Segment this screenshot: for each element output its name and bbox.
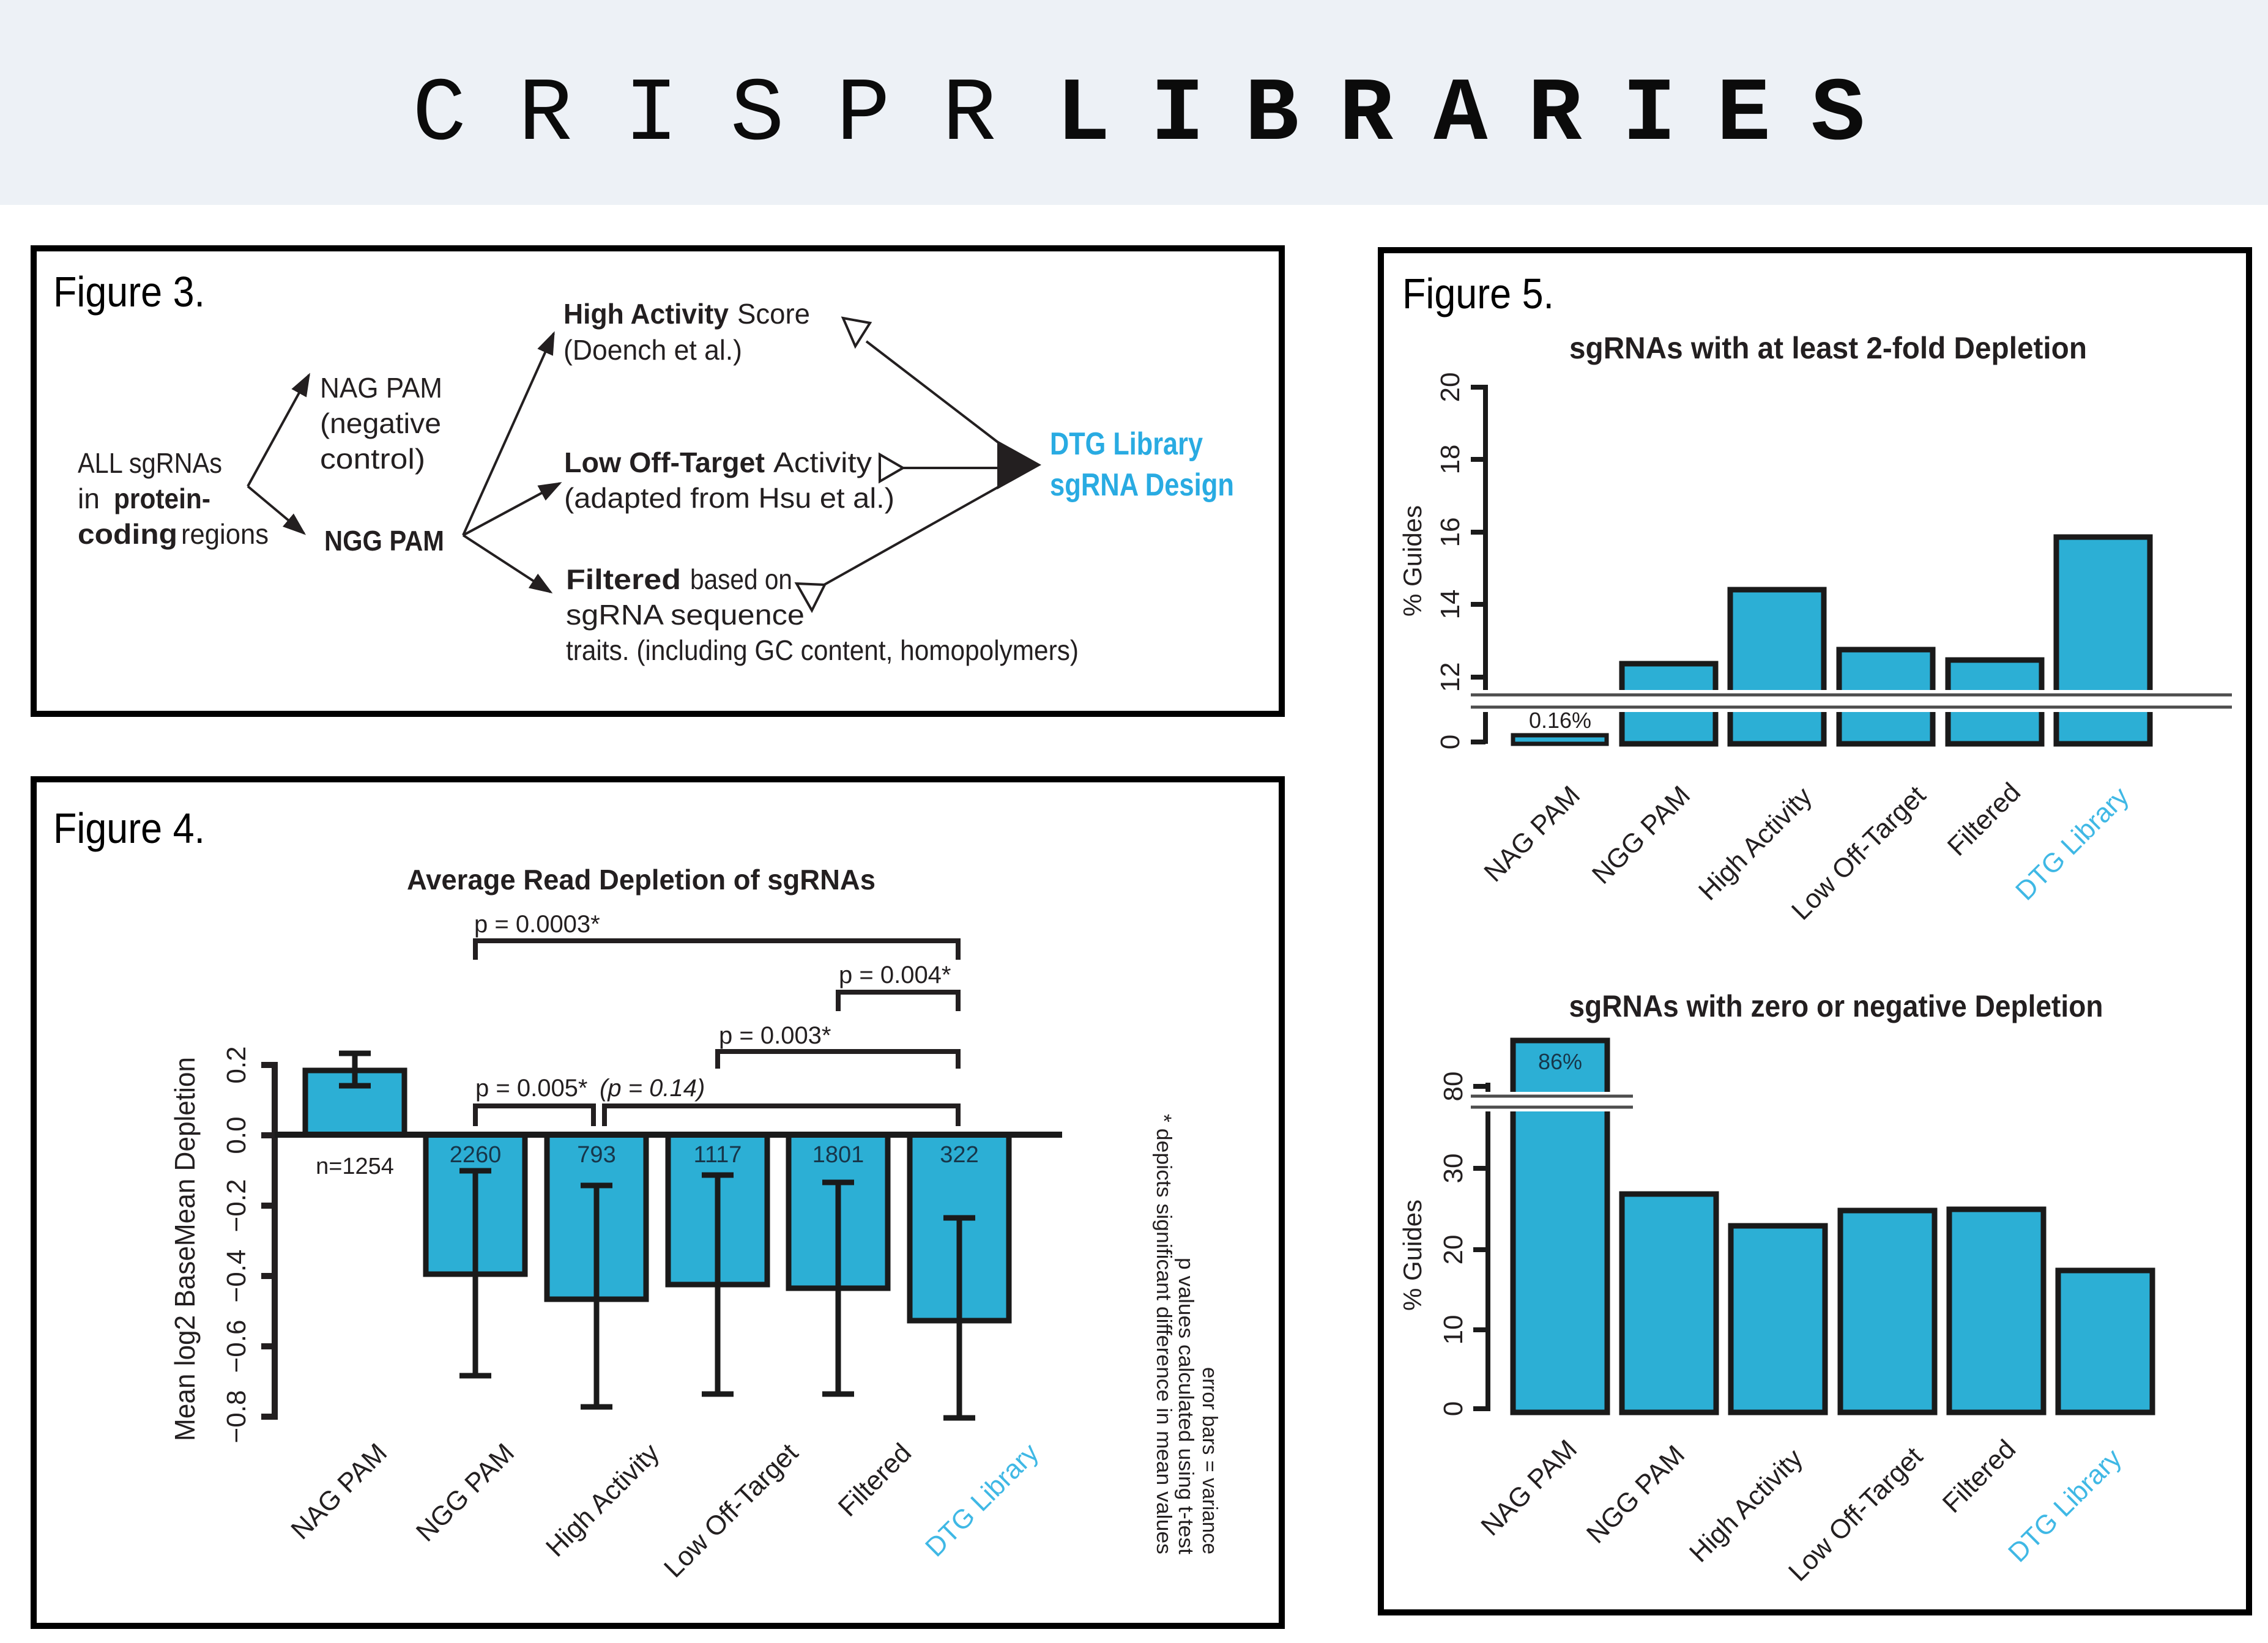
- svg-text:p values calculated using t-te: p values calculated using t-test: [1174, 1258, 1197, 1555]
- svg-text:Average Read Depletion of sgRN: Average Read Depletion of sgRNAs: [407, 864, 876, 896]
- svg-text:protein-: protein-: [114, 483, 210, 514]
- svg-text:86%: 86%: [1538, 1049, 1582, 1074]
- svg-text:Activity: Activity: [773, 447, 872, 478]
- svg-text:NAG PAM: NAG PAM: [320, 372, 442, 404]
- svg-text:sgRNAs with at least 2-fold De: sgRNAs with at least 2-fold Depletion: [1569, 331, 2087, 365]
- svg-text:0.0: 0.0: [221, 1116, 251, 1154]
- svg-text:Score: Score: [737, 298, 810, 330]
- svg-text:sgRNA sequence: sgRNA sequence: [566, 599, 805, 631]
- svg-text:% Guides: % Guides: [1398, 1200, 1427, 1311]
- svg-text:30: 30: [1438, 1154, 1468, 1184]
- svg-text:793: 793: [577, 1142, 615, 1168]
- svg-text:(adapted from Hsu et al.): (adapted from Hsu et al.): [564, 482, 894, 514]
- svg-text:p = 0.003*: p = 0.003*: [719, 1022, 831, 1049]
- svg-text:1117: 1117: [694, 1142, 742, 1168]
- svg-text:control): control): [320, 443, 425, 475]
- svg-text:Figure 5.: Figure 5.: [1402, 270, 1554, 317]
- svg-text:80: 80: [1438, 1072, 1468, 1102]
- svg-text:−0.8: −0.8: [221, 1390, 251, 1444]
- svg-text:Figure 3.: Figure 3.: [53, 268, 205, 316]
- svg-text:p = 0.004*: p = 0.004*: [839, 962, 951, 988]
- svg-text:Filtered: Filtered: [566, 563, 681, 595]
- svg-text:n=1254: n=1254: [316, 1154, 394, 1179]
- svg-text:−0.2: −0.2: [221, 1179, 251, 1233]
- svg-text:sgRNA Design: sgRNA Design: [1050, 467, 1234, 503]
- svg-text:(Doench et al.): (Doench et al.): [563, 334, 742, 366]
- svg-text:−0.6: −0.6: [221, 1320, 251, 1373]
- svg-text:12: 12: [1435, 662, 1465, 692]
- svg-text:p = 0.005*: p = 0.005*: [475, 1075, 588, 1102]
- svg-text:18: 18: [1435, 445, 1465, 475]
- svg-text:20: 20: [1435, 373, 1465, 402]
- svg-text:1801: 1801: [812, 1142, 864, 1168]
- svg-text:based on: based on: [690, 563, 792, 595]
- svg-text:error bars = variance: error bars = variance: [1198, 1367, 1221, 1554]
- svg-text:traits. (including GC content,: traits. (including GC content, homopolym…: [566, 634, 1079, 666]
- svg-text:High Activity: High Activity: [563, 298, 729, 330]
- svg-text:regions: regions: [181, 518, 269, 550]
- svg-text:(p = 0.14): (p = 0.14): [600, 1075, 705, 1102]
- svg-text:20: 20: [1438, 1235, 1468, 1265]
- svg-text:−0.4: −0.4: [221, 1250, 251, 1303]
- svg-text:16: 16: [1435, 517, 1465, 547]
- svg-text:Low Off-Target: Low Off-Target: [564, 447, 765, 478]
- svg-text:10: 10: [1438, 1315, 1468, 1345]
- svg-text:0: 0: [1435, 735, 1465, 749]
- svg-text:sgRNAs with zero or negative D: sgRNAs with zero or negative Depletion: [1569, 989, 2103, 1023]
- svg-text:DTG Library: DTG Library: [1050, 426, 1203, 462]
- svg-text:2260: 2260: [450, 1142, 502, 1168]
- svg-text:322: 322: [940, 1142, 978, 1168]
- svg-text:in: in: [78, 483, 100, 514]
- svg-text:p = 0.0003*: p = 0.0003*: [474, 911, 600, 938]
- svg-text:% Guides: % Guides: [1398, 505, 1427, 617]
- svg-text:Figure 4.: Figure 4.: [53, 804, 205, 852]
- svg-text:0.2: 0.2: [221, 1046, 251, 1083]
- svg-text:0: 0: [1438, 1401, 1468, 1416]
- svg-text:* depicts significant differen: * depicts significant difference in mean…: [1152, 1114, 1175, 1554]
- svg-text:14: 14: [1435, 590, 1465, 620]
- svg-text:ALL sgRNAs: ALL sgRNAs: [78, 447, 222, 479]
- svg-text:(negative: (negative: [320, 407, 441, 439]
- svg-text:coding: coding: [78, 518, 177, 550]
- svg-text:NGG PAM: NGG PAM: [324, 525, 444, 557]
- svg-text:Mean log2 BaseMean Depletion: Mean log2 BaseMean Depletion: [169, 1057, 201, 1441]
